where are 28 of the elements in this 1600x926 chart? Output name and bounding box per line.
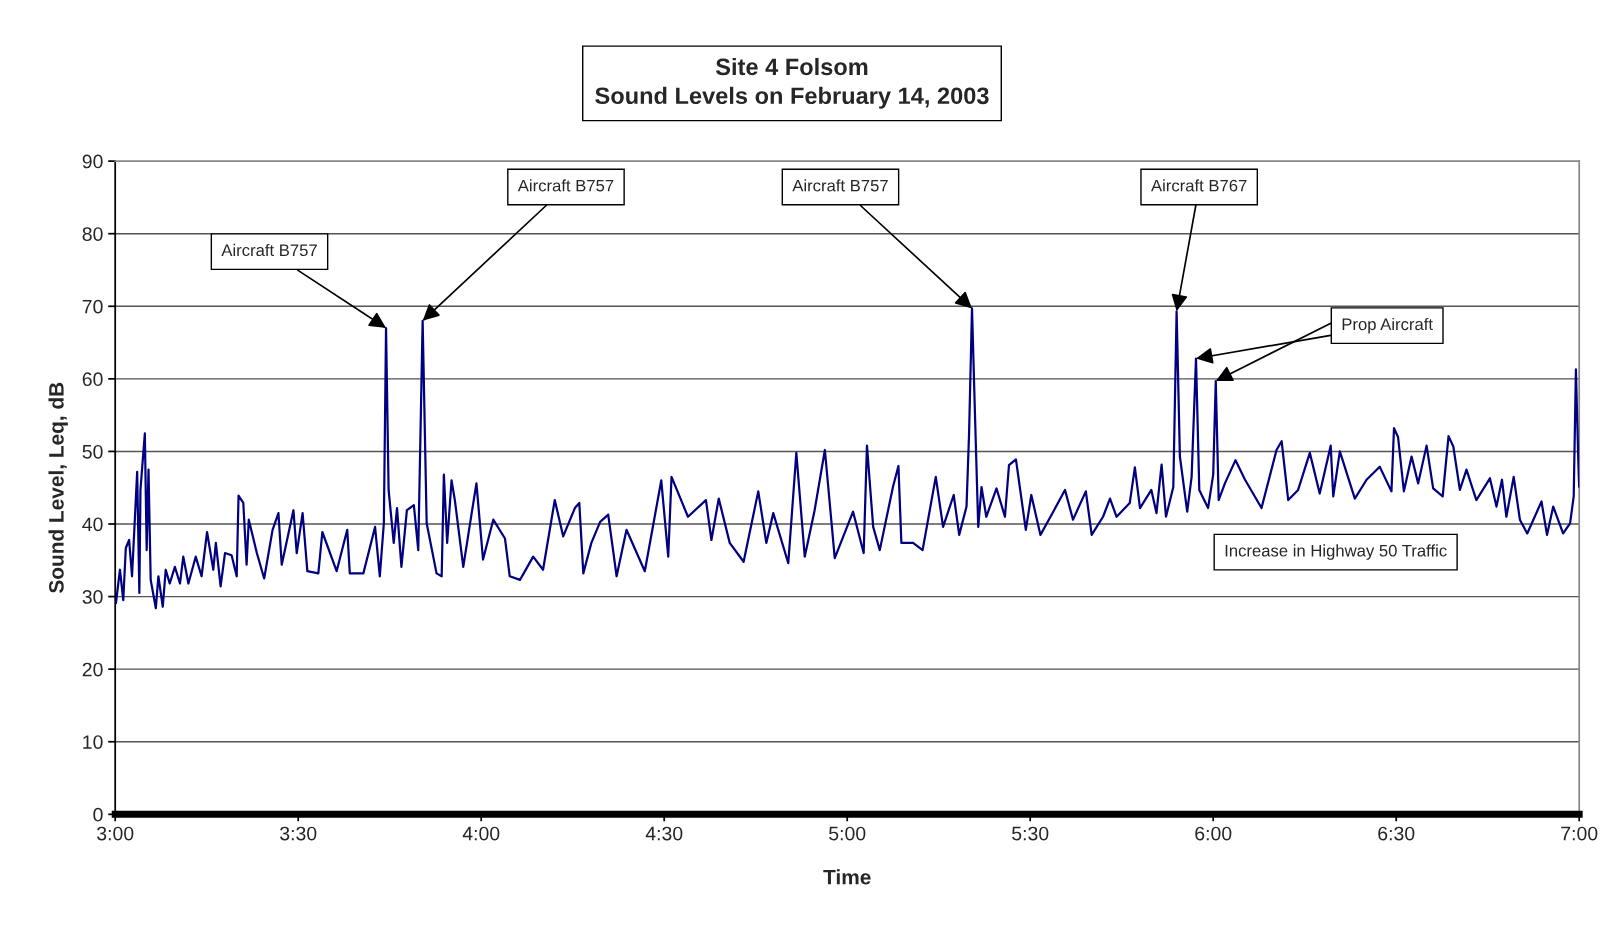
annotation: Prop Aircraft	[1342, 317, 1433, 334]
x-tick-label: 4:00	[462, 826, 500, 841]
annotation: Aircraft B757	[517, 179, 614, 192]
y-tick-label: 0	[93, 807, 103, 822]
y-tick-label: 10	[83, 735, 103, 749]
y-tick-label: 50	[82, 444, 103, 459]
x-tick-label: 6:30	[1378, 826, 1415, 841]
annotation: Aircraft B767	[1151, 179, 1247, 192]
annotation: Increase in Highway 50 Traffic	[1225, 544, 1447, 560]
x-tick-label: 4:30	[645, 826, 683, 841]
x-tick-label: 6:00	[1195, 826, 1232, 841]
y-tick-label: 90	[82, 154, 103, 169]
y-tick-label: 20	[82, 662, 103, 677]
y-axis-title: Sound Level, Leq, dB	[48, 382, 68, 594]
x-tick-label: 5:30	[1012, 826, 1049, 841]
x-tick-label: 7:00	[1561, 826, 1598, 841]
y-tick-label: 80	[82, 227, 103, 241]
x-tick-label: 3:30	[280, 826, 317, 841]
y-tick-label: 40	[82, 517, 103, 532]
annotation: Aircraft B757	[792, 179, 888, 192]
chart-title: Site 4 Folsom Sound Levels on February 14, 2003	[595, 57, 989, 109]
x-tick-label: 5:00	[829, 826, 866, 841]
annotation: Aircraft B757	[221, 243, 317, 257]
y-tick-label: 70	[82, 299, 103, 314]
y-tick-label: 60	[82, 372, 103, 387]
x-axis-title: Time	[823, 869, 871, 885]
x-tick-label: 3:00	[97, 826, 134, 841]
y-tick-label: 30	[82, 590, 103, 604]
